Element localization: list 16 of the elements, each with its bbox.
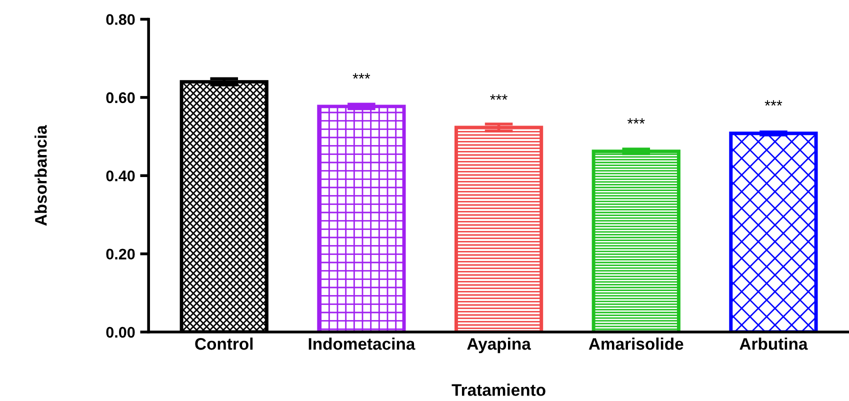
annotation: *** <box>352 73 370 79</box>
y-tick-label: 0.80 <box>106 14 135 25</box>
y-tick-label: 0.20 <box>106 248 135 260</box>
x-tick-label: Control <box>195 338 253 350</box>
y-tick-label: 0.60 <box>106 92 135 104</box>
x-tick-label: Arbutina <box>740 338 808 350</box>
x-tick-label: Amarisolide <box>588 338 684 350</box>
y-tick-label: 0.00 <box>106 326 135 338</box>
x-tick-label: Indometacina <box>308 338 416 350</box>
annotation: *** <box>764 100 782 106</box>
x-axis-title: Tratamiento <box>452 384 546 396</box>
annotation: *** <box>627 118 645 124</box>
annotation: *** <box>490 94 508 100</box>
x-tick-label: Ayapina <box>467 338 531 354</box>
y-axis-title: Absorbancia <box>34 125 47 226</box>
y-tick-label: 0.40 <box>106 170 135 182</box>
